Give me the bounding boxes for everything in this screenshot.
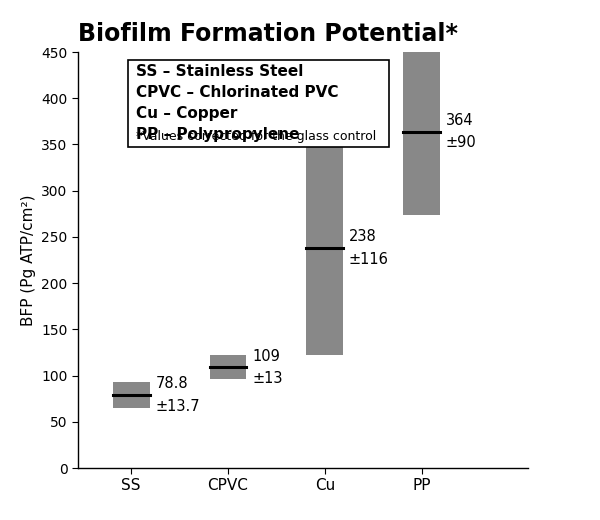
Text: ±116: ±116 [349,252,389,267]
Text: 78.8: 78.8 [155,376,188,392]
Text: ±13: ±13 [252,371,283,386]
Text: 238: 238 [349,229,377,244]
Text: ±13.7: ±13.7 [155,399,200,414]
Text: ±90: ±90 [446,135,476,150]
Text: SS – Stainless Steel
CPVC – Chlorinated PVC
Cu – Copper
PP – Polypropylene: SS – Stainless Steel CPVC – Chlorinated … [137,64,339,142]
Text: *Values corrected for the glass control: *Values corrected for the glass control [137,131,377,144]
Bar [307,141,343,355]
Text: 109: 109 [252,348,280,363]
Y-axis label: BFP (Pg ATP/cm²): BFP (Pg ATP/cm²) [20,194,35,326]
Bar [403,48,440,215]
Bar [113,383,149,408]
FancyBboxPatch shape [128,60,389,147]
Text: Biofilm Formation Potential*: Biofilm Formation Potential* [78,22,458,46]
Text: 364: 364 [446,113,473,128]
Bar [209,355,247,379]
